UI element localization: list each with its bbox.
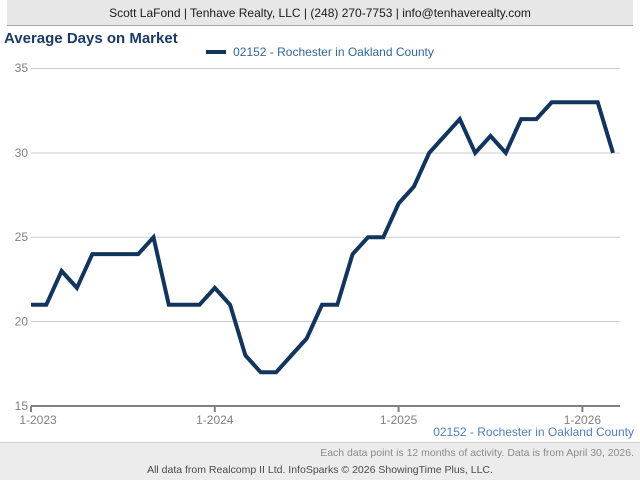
contact-line: Scott LaFond | Tenhave Realty, LLC | (24… — [109, 5, 531, 20]
y-axis-label-35: 35 — [15, 61, 29, 75]
page-title: Average Days on Market — [4, 30, 178, 47]
y-axis-label-25: 25 — [15, 230, 29, 244]
series-label-bottom: 02152 - Rochester in Oakland County — [433, 425, 634, 439]
y-axis-label-20: 20 — [15, 315, 29, 329]
footer-band: Each data point is 12 months of activity… — [0, 442, 640, 480]
y-axis-label-30: 30 — [15, 146, 29, 160]
attribution: All data from Realcomp II Ltd. InfoSpark… — [147, 464, 493, 476]
chart-legend: 02152 - Rochester in Oakland County — [0, 45, 640, 59]
series-line — [31, 100, 615, 375]
header-bar: Scott LaFond | Tenhave Realty, LLC | (24… — [7, 0, 633, 26]
data-note: Each data point is 12 months of activity… — [320, 447, 634, 459]
y-axis-label-15: 15 — [15, 399, 29, 413]
x-axis-label-2023: 1-2023 — [19, 413, 57, 427]
x-axis-label-2024: 1-2024 — [196, 413, 234, 427]
x-axis-label-2025: 1-2025 — [380, 413, 418, 427]
legend-line-icon — [206, 50, 227, 54]
x-axis-label-2026: 1-2026 — [564, 413, 602, 427]
legend-label: 02152 - Rochester in Oakland County — [233, 45, 434, 59]
